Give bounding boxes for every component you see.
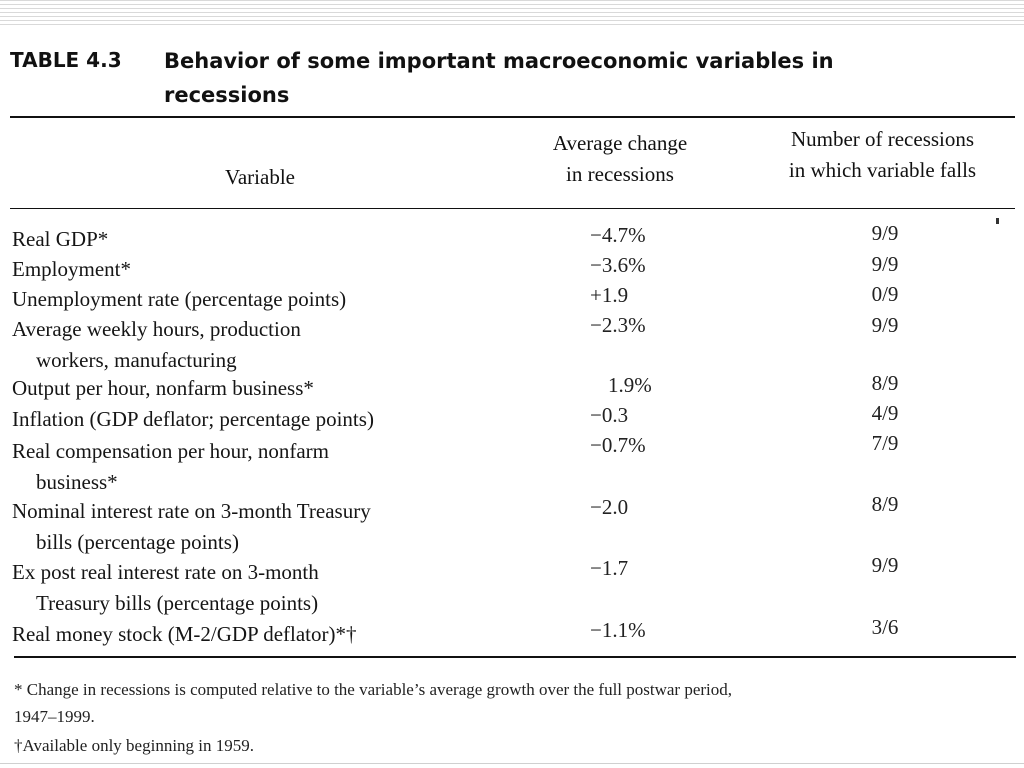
row-label-line1: Real compensation per hour, nonfarm [12,439,329,463]
column-change-line1: Average change [552,131,688,155]
column-count-line2: in which variable falls [788,158,977,182]
table-number: TABLE 4.3 [10,48,122,72]
row-label-line1: Nominal interest rate on 3-month Treasur… [12,499,371,523]
footnote-change: * Change in recessions is computed relat… [14,676,1014,730]
recession-count-cell: 9/9 [871,313,899,337]
row-label-line1: Average weekly hours, production [12,317,301,341]
footnote-availability: †Available only beginning in 1959. [14,736,255,755]
recession-count-cell: 8/9 [871,492,899,516]
row-label: Nominal interest rate on 3-month Treasur… [12,496,532,558]
recession-count-cell: 0/9 [871,282,899,306]
row-label-line1: Ex post real interest rate on 3-month [12,560,319,584]
header-rule [10,208,1015,209]
avg-change-cell: −3.6% [590,253,646,277]
recession-count-cell: 8/9 [871,371,899,395]
avg-change-cell: +1.9 [590,283,629,307]
footnote-change-line2: 1947–1999. [14,707,95,726]
stray-mark [996,218,999,224]
footnote-change-line1: * Change in recessions is computed relat… [14,680,733,699]
column-header-variable: Variable [195,162,325,193]
avg-change-cell: −0.7% [590,433,646,457]
avg-change-cell: −1.7 [590,556,629,580]
row-label: Real GDP* [12,227,109,251]
avg-change-cell: −2.0 [590,495,629,519]
row-label: Unemployment rate (percentage points) [12,287,347,311]
top-stripes [0,0,1024,30]
avg-change-cell: −1.1% [590,618,646,642]
row-label: Average weekly hours, production workers… [12,314,532,376]
recession-count-cell: 3/6 [871,615,899,639]
row-label: Inflation (GDP deflator; percentage poin… [12,407,374,431]
recession-count-cell: 7/9 [871,431,899,455]
bottom-rule [14,656,1016,658]
recession-count-cell: 4/9 [871,401,899,425]
column-change-line2: in recessions [566,162,674,186]
avg-change-cell: −0.3 [590,403,629,427]
row-label: Employment* [12,257,131,281]
avg-change-cell: −4.7% [590,223,646,247]
column-header-count: Number of recessions in which variable f… [740,124,1024,186]
row-label-line2: Treasury bills (percentage points) [36,591,319,615]
row-label: Real compensation per hour, nonfarm busi… [12,436,532,498]
recession-count-cell: 9/9 [871,553,899,577]
avg-change-cell: −2.3% [590,313,646,337]
column-header-change: Average change in recessions [520,128,720,190]
row-label-line2: bills (percentage points) [36,530,239,554]
row-label: Output per hour, nonfarm business* [12,376,314,400]
row-label: Real money stock (M-2/GDP deflator)*† [12,622,357,646]
recession-count-cell: 9/9 [871,252,899,276]
column-variable-label: Variable [225,165,295,189]
row-label: Ex post real interest rate on 3-month Tr… [12,557,532,619]
table-title: Behavior of some important macroeconomic… [164,49,834,107]
row-label-line2: workers, manufacturing [36,348,237,372]
avg-change-cell: 1.9% [608,373,652,397]
top-rule [10,116,1015,118]
bottom-border [0,763,1024,764]
recession-count-cell: 9/9 [871,221,899,245]
column-count-line1: Number of recessions [790,127,975,151]
row-label-line2: business* [36,470,118,494]
